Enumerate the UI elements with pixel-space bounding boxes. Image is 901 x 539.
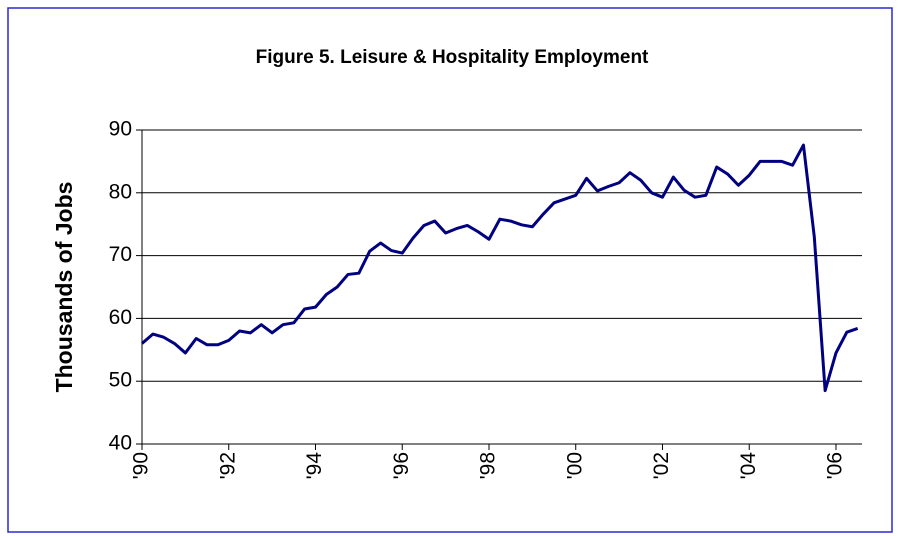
x-tick-label: '94 (303, 452, 326, 480)
y-tick-label: 90 (109, 118, 132, 141)
x-tick-label: '90 (130, 452, 153, 479)
y-tick-label: 80 (109, 180, 132, 203)
chart-title: Figure 5. Leisure & Hospitality Employme… (256, 47, 649, 68)
x-tick-label: '98 (477, 452, 500, 479)
x-tick-label: '00 (563, 452, 586, 479)
x-tick-label: '04 (737, 452, 760, 480)
y-tick-label: 50 (109, 369, 132, 392)
y-tick-label: 40 (109, 432, 132, 455)
x-tick-label: '06 (824, 452, 847, 479)
x-tick-label: '96 (390, 452, 413, 479)
y-tick-label: 70 (109, 243, 132, 266)
y-tick-label: 60 (109, 306, 132, 329)
data-line (141, 143, 859, 393)
x-tick-label: '92 (216, 452, 239, 479)
x-tick-label: '02 (650, 452, 673, 479)
y-axis-title: Thousands of Jobs (51, 182, 77, 393)
chart-frame (7, 7, 893, 533)
